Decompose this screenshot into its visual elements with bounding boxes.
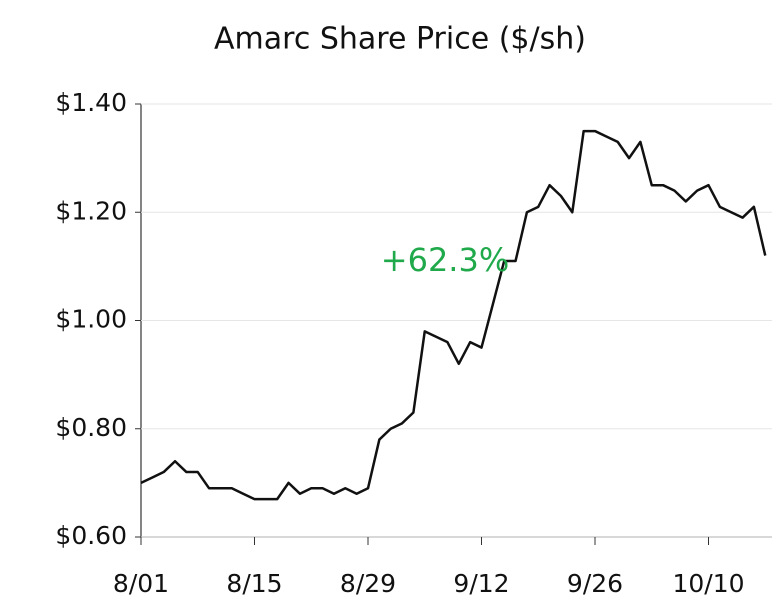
chart-title: Amarc Share Price ($/sh) [214, 22, 586, 57]
y-tick-label: $1.40 [55, 88, 127, 117]
x-tick-label: 8/01 [113, 569, 169, 598]
x-tick-label: 9/12 [453, 569, 509, 598]
x-tick-label: 10/10 [672, 569, 744, 598]
price-line [140, 129, 767, 501]
x-tick-label: 8/29 [340, 569, 396, 598]
annotation: +62.3% [381, 241, 509, 279]
y-tick-label: $0.60 [55, 521, 127, 550]
y-tick-label: $1.20 [55, 196, 127, 225]
y-tick-label: $0.80 [55, 413, 127, 442]
x-tick-label: 8/15 [226, 569, 282, 598]
y-tick-label: $1.00 [55, 305, 127, 334]
x-tick-label: 9/26 [567, 569, 623, 598]
